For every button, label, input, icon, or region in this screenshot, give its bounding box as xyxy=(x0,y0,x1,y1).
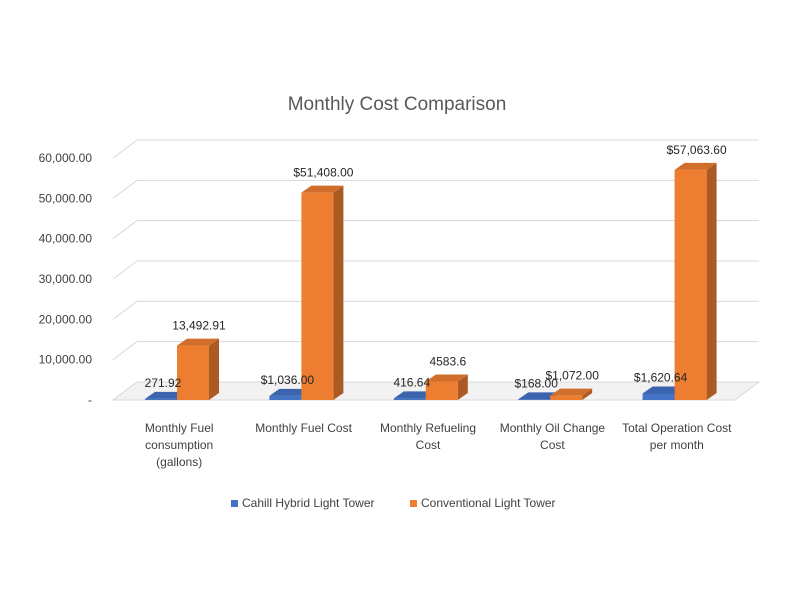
bar-front xyxy=(550,395,583,400)
y-tick-label: 50,000.00 xyxy=(39,191,93,205)
bar-front xyxy=(177,345,209,400)
legend-swatch xyxy=(410,500,417,507)
y-tick-label: 40,000.00 xyxy=(39,232,93,246)
bar-front xyxy=(518,399,551,400)
bar-front xyxy=(393,398,426,400)
x-axis-categories: Monthly Fuel consumption (gallons) Monthly … xyxy=(145,421,732,469)
bar-conventional xyxy=(674,162,717,400)
bar-side xyxy=(333,185,344,400)
x-category-label: Monthly Fuel consumption (gallons) xyxy=(145,421,214,469)
bar-conventional xyxy=(177,338,219,400)
data-label: $57,063.60 xyxy=(667,143,727,157)
bars xyxy=(145,162,717,400)
legend: Cahill Hybrid Light Tower Conventional Li… xyxy=(231,496,556,510)
bar-top xyxy=(642,386,685,394)
bar-conventional xyxy=(550,388,593,400)
bar-conventional xyxy=(301,185,344,400)
bar-side xyxy=(457,374,468,400)
gridline-side xyxy=(112,341,138,361)
y-tick-label: 60,000.00 xyxy=(39,151,93,165)
data-label: 416.64 xyxy=(393,375,430,389)
bar-top xyxy=(269,388,312,396)
data-label: 271.92 xyxy=(145,376,182,390)
bar-top xyxy=(674,162,717,170)
gridline-side xyxy=(112,220,138,240)
bar-side xyxy=(582,388,593,400)
x-category-label: Monthly Oil Change Cost xyxy=(500,421,606,452)
bar-top xyxy=(425,374,468,382)
y-tick-label: - xyxy=(88,393,92,407)
x-category-label: Monthly Fuel Cost xyxy=(255,421,352,435)
bar-side xyxy=(209,338,219,400)
data-label: 13,492.91 xyxy=(172,319,226,333)
legend-label: Cahill Hybrid Light Tower xyxy=(242,496,375,510)
data-label: $168.00 xyxy=(515,376,559,390)
legend-item: Cahill Hybrid Light Tower xyxy=(231,496,375,510)
data-labels: 271.92 13,492.91 $1,036.00 $51,408.00 416.64… xyxy=(145,143,727,390)
gridline-side xyxy=(112,300,138,320)
gridline-side xyxy=(112,139,138,159)
bar-front xyxy=(269,395,302,400)
legend-item: Conventional Light Tower xyxy=(410,496,556,510)
y-tick-label: 10,000.00 xyxy=(39,353,93,367)
legend-label: Conventional Light Tower xyxy=(421,496,556,510)
bar-top xyxy=(145,391,187,399)
data-label: 4583.6 xyxy=(429,355,466,369)
data-label: $1,072.00 xyxy=(546,369,600,383)
bar-top xyxy=(550,388,593,396)
gridline-side xyxy=(112,179,138,199)
x-category-label: Total Operation Cost per month xyxy=(622,421,732,452)
y-tick-label: 20,000.00 xyxy=(39,312,93,326)
chart-title: Monthly Cost Comparison xyxy=(288,94,507,115)
bar-top xyxy=(393,391,436,399)
data-label: $1,620.64 xyxy=(634,370,688,384)
x-category-label: Monthly Refueling Cost xyxy=(380,421,476,452)
bar-front xyxy=(425,381,458,400)
bar-top xyxy=(301,185,344,193)
data-label: $51,408.00 xyxy=(293,166,353,180)
bar-front xyxy=(642,393,675,400)
data-label: $1,036.00 xyxy=(261,373,315,387)
bar-front xyxy=(674,169,707,400)
legend-swatch xyxy=(231,500,238,507)
bar-top xyxy=(177,338,219,346)
y-tick-label: 30,000.00 xyxy=(39,272,93,286)
bar-conventional xyxy=(425,374,468,400)
bar-top xyxy=(518,392,561,400)
bar-side xyxy=(706,162,717,400)
y-axis-ticks: - 10,000.00 20,000.00 30,000.00 40,000.00 50,… xyxy=(39,151,93,407)
gridline-side xyxy=(112,260,138,280)
bar-front xyxy=(301,192,334,400)
bar-front xyxy=(145,398,177,400)
